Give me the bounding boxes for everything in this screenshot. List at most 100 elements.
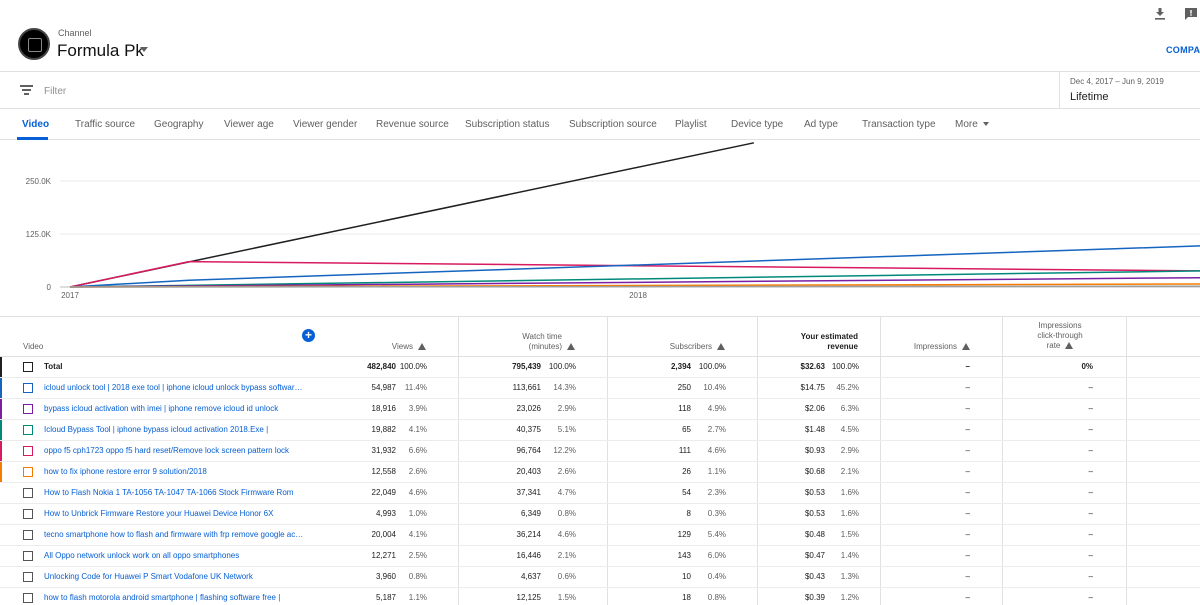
views-percent-cell: 6.6% [408,446,427,455]
video-title-link[interactable]: Unlocking Code for Huawei P Smart Vodafo… [44,572,253,581]
video-title-link[interactable]: how to fix iphone restore error 9 soluti… [44,467,207,476]
subscribers-cell: 2,394 [670,362,691,371]
series-line[interactable] [69,270,1200,288]
tab-traffic-source[interactable]: Traffic source [75,119,136,130]
row-checkbox[interactable] [23,530,33,540]
row-checkbox[interactable] [23,572,33,582]
video-title-link[interactable]: oppo f5 cph1723 oppo f5 hard reset/Remov… [44,446,290,455]
channel-name[interactable]: Formula Pk [57,41,144,60]
tab-transaction-type[interactable]: Transaction type [862,119,936,130]
tab-video[interactable]: Video [22,119,50,130]
ctr-cell: – [1088,509,1093,518]
subscribers-cell: 111 [678,446,691,455]
views-cell: 4,993 [375,509,396,518]
video-title-link[interactable]: How to Unbrick Firmware Restore your Hua… [44,509,274,518]
watch-time-percent-cell: 0.6% [557,572,576,581]
feedback-icon[interactable] [1183,6,1199,22]
date-range-label: Lifetime [1070,91,1109,103]
video-title-link[interactable]: All Oppo network unlock work on all oppo… [44,551,240,560]
channel-avatar[interactable] [18,28,50,60]
revenue-cell: $0.68 [804,467,825,476]
video-title-link[interactable]: bypass icloud activation with imei | iph… [44,404,279,413]
subscribers-percent-cell: 10.4% [703,383,726,392]
subscribers-column-header[interactable]: Subscribers [620,342,725,352]
impressions-cell: – [965,572,970,581]
subscribers-percent-cell: 5.4% [707,530,726,539]
video-title-link[interactable]: icloud unlock tool | 2018 exe tool | iph… [44,383,304,392]
y-tick-label: 125.0K [26,230,52,239]
row-checkbox[interactable] [23,383,33,393]
video-title-link[interactable]: how to flash motorola android smartphone… [44,593,281,602]
views-column-header[interactable]: Views [340,342,426,352]
ctr-column-header[interactable]: Impressions click-through rate [1020,321,1100,351]
table-row: how to fix iphone restore error 9 soluti… [0,462,1200,483]
tab-revenue-source[interactable]: Revenue source [376,119,449,130]
views-cell: 12,558 [371,467,396,476]
ctr-cell: – [1088,572,1093,581]
watch-time-cell: 16,446 [516,551,541,560]
revenue-percent-cell: 1.3% [840,572,859,581]
watch-time-header-line2-text: (minutes) [528,342,562,351]
row-checkbox[interactable] [23,404,33,414]
compare-button[interactable]: COMPAR [1166,45,1200,55]
tab-ad-type[interactable]: Ad type [804,119,838,130]
watch-time-percent-cell: 2.6% [557,467,576,476]
add-column-icon[interactable]: + [302,329,315,342]
watch-time-percent-cell: 14.3% [553,383,576,392]
revenue-column-header[interactable]: Your estimated revenue [770,332,858,352]
series-color-bar [0,378,2,398]
revenue-header-line2: revenue [827,342,858,351]
tab-device-type[interactable]: Device type [731,119,784,130]
subscribers-cell: 118 [678,404,691,413]
row-checkbox[interactable] [23,362,33,372]
chevron-down-icon[interactable] [140,47,148,52]
subscribers-percent-cell: 100.0% [698,362,726,371]
tab-playlist[interactable]: Playlist [675,119,707,130]
tab-subscription-source[interactable]: Subscription source [569,119,657,130]
row-checkbox[interactable] [23,488,33,498]
series-line[interactable] [69,245,1200,288]
filter-icon[interactable] [20,85,33,95]
revenue-header-line1: Your estimated [800,332,858,341]
warning-icon [418,343,426,350]
active-tab-indicator [17,137,48,140]
views-cell: 12,271 [371,551,396,560]
views-cell: 5,187 [375,593,396,602]
ctr-cell: – [1088,488,1093,497]
video-title-link[interactable]: How to Flash Nokia 1 TA-1056 TA-1047 TA-… [44,488,294,497]
video-title-link[interactable]: Icloud Bypass Tool | iphone bypass iclou… [44,425,269,434]
impressions-column-header[interactable]: Impressions [890,342,970,352]
filter-input[interactable] [44,83,944,99]
download-icon[interactable] [1152,6,1168,22]
total-row: Total 482,840 100.0% 795,439 100.0% 2,394 100.… [0,357,1200,378]
tab-viewer-gender[interactable]: Viewer gender [293,119,358,130]
video-title-link[interactable]: tecno smartphone how to flash and firmwa… [44,530,304,539]
series-color-bar [0,462,2,482]
series-line[interactable] [69,260,1200,288]
series-line[interactable] [69,276,1200,288]
tab-viewer-age[interactable]: Viewer age [224,119,274,130]
series-color-bar [0,357,2,377]
revenue-percent-cell: 100.0% [831,362,859,371]
tab-geography[interactable]: Geography [154,119,204,130]
series-color-bar [0,525,2,545]
tab-more[interactable]: More [955,119,989,130]
tab-subscription-status[interactable]: Subscription status [465,119,550,130]
video-column-header: Video [23,342,44,351]
series-line[interactable] [69,285,1200,288]
y-tick-label: 250.0K [26,177,52,186]
row-checkbox[interactable] [23,467,33,477]
row-checkbox[interactable] [23,551,33,561]
views-percent-cell: 0.8% [408,572,427,581]
row-checkbox[interactable] [23,425,33,435]
watch-time-cell: 40,375 [516,425,541,434]
row-checkbox[interactable] [23,593,33,603]
revenue-cell: $0.39 [804,593,825,602]
filter-bar [0,72,1200,109]
ctr-cell: – [1088,551,1093,560]
date-range-picker[interactable]: Dec 4, 2017 – Jun 9, 2019 Lifetime [1059,72,1200,109]
row-checkbox[interactable] [23,446,33,456]
row-checkbox[interactable] [23,509,33,519]
watch-time-column-header[interactable]: Watch time (minutes) [470,332,575,352]
revenue-percent-cell: 1.6% [840,509,859,518]
